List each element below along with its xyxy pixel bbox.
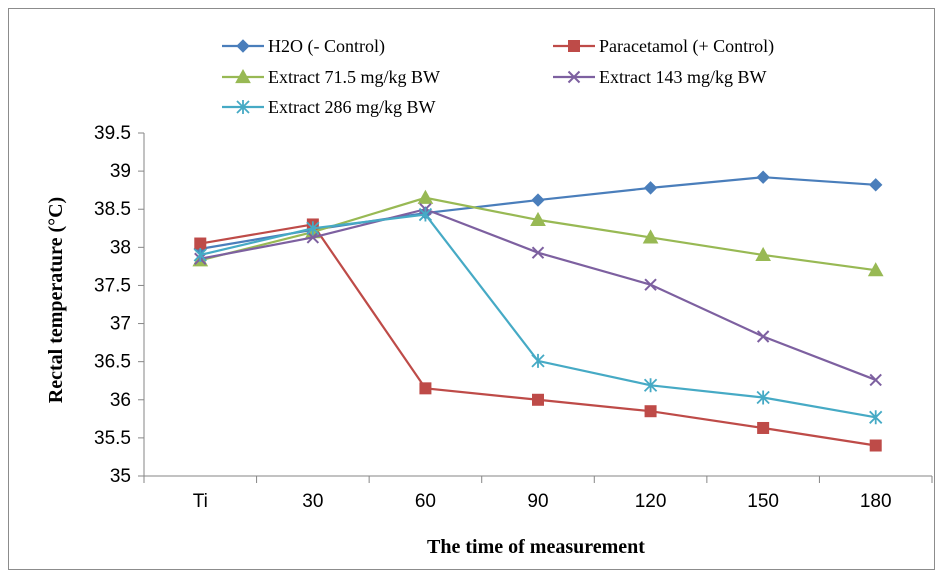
- data-point: [531, 193, 545, 207]
- data-point: [193, 247, 207, 262]
- data-point: [756, 170, 770, 184]
- y-tick-label: 39: [110, 161, 131, 182]
- legend-entry: H2O (- Control): [222, 36, 385, 57]
- x-tick-label: 30: [302, 491, 323, 512]
- data-point: [194, 237, 207, 250]
- y-tick-label: 37: [110, 314, 131, 335]
- data-point: [530, 211, 546, 226]
- data-point: [869, 178, 883, 192]
- legend-label: Paracetamol (+ Control): [599, 36, 774, 57]
- data-point: [869, 373, 882, 387]
- legend: H2O (- Control) Paracetamol (+ Control) Ex…: [222, 36, 774, 117]
- x-tick-label: 90: [527, 491, 548, 512]
- legend-label: Extract 286 mg/kg BW: [268, 97, 435, 117]
- axes: 35 35.5 36 36.5 37 37.5 38 38.5 39 39.5 Ti 30 60 90 12…: [94, 123, 933, 512]
- data-point: [867, 262, 884, 277]
- series-line: [200, 196, 876, 272]
- y-tick-label: 36.5: [94, 352, 131, 373]
- series-4: [194, 203, 882, 387]
- series-line: [200, 213, 876, 419]
- y-tick-label: 38.5: [94, 199, 131, 220]
- legend-entry: Paracetamol (+ Control): [553, 36, 774, 57]
- data-point: [531, 246, 545, 259]
- data-point: [643, 181, 658, 195]
- data-point: [418, 207, 433, 222]
- data-point: [419, 382, 432, 395]
- x-axis-title: The time of measurement: [427, 536, 645, 558]
- data-point: [756, 390, 770, 405]
- x-tick-label: Ti: [193, 491, 208, 512]
- y-tick-label: 37.5: [94, 275, 131, 296]
- data-point: [869, 439, 882, 452]
- y-tick-label: 39.5: [94, 123, 131, 144]
- data-point: [643, 378, 658, 393]
- y-tick-label: 38: [110, 237, 131, 258]
- legend-marker: [568, 40, 580, 52]
- y-axis-title: Rectal temperature (°C): [45, 197, 67, 403]
- legend-entry: Extract 71.5 mg/kg BW: [222, 67, 440, 87]
- data-point: [755, 246, 771, 262]
- series-5: [193, 207, 883, 425]
- series-line: [200, 223, 876, 447]
- legend-entry: Extract 286 mg/kg BW: [222, 97, 435, 117]
- data-point: [644, 405, 657, 418]
- x-tick-label: 60: [415, 491, 436, 512]
- data-point: [306, 231, 320, 244]
- legend-marker: [567, 70, 581, 84]
- legend-entry: Extract 143 mg/kg BW: [553, 67, 766, 87]
- data-point: [531, 353, 545, 368]
- legend-label: H2O (- Control): [268, 36, 385, 57]
- y-tick-label: 35.5: [94, 428, 131, 449]
- y-tick-label: 36: [110, 390, 131, 411]
- legend-label: Extract 71.5 mg/kg BW: [268, 67, 440, 87]
- data-point: [756, 330, 770, 343]
- x-tick-label: 120: [635, 491, 667, 512]
- data-point: [306, 221, 320, 236]
- legend-label: Extract 143 mg/kg BW: [599, 67, 766, 87]
- data-point: [642, 229, 659, 244]
- x-tick-label: 150: [747, 491, 779, 512]
- data-point: [869, 410, 883, 425]
- data-point: [644, 278, 657, 291]
- y-tick-label: 35: [110, 466, 131, 487]
- data-point: [757, 421, 770, 434]
- legend-marker: [236, 100, 250, 114]
- data-point: [532, 393, 544, 406]
- x-tick-label: 180: [860, 491, 892, 512]
- data-point: [417, 189, 434, 204]
- legend-marker: [235, 68, 251, 84]
- legend-marker: [236, 39, 250, 53]
- series-layer: [192, 170, 884, 452]
